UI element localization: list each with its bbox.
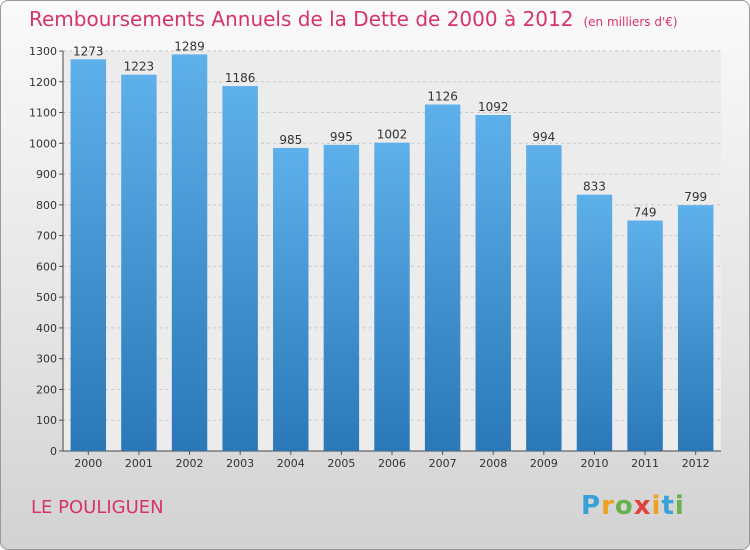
y-tick-label: 100 [36,414,57,427]
bar [222,86,258,452]
logo-letter: i [674,491,685,521]
data-label: 995 [330,130,353,144]
chart-title: Remboursements Annuels de la Dette de 20… [29,7,678,31]
logo-letter: t [661,491,675,521]
bar [576,194,613,451]
bar [526,145,562,451]
bar [374,142,410,451]
data-label: 1186 [225,71,256,85]
x-tick-label: 2002 [176,457,204,470]
data-label: 1289 [174,39,205,53]
y-tick-label: 1000 [29,137,57,150]
x-tick-label: 2008 [479,457,507,470]
bar [475,115,511,451]
location-label: LE POULIGUEN [31,497,164,518]
y-tick-label: 1300 [29,45,57,58]
bar [424,104,461,452]
y-tick-label: 700 [36,230,57,243]
data-label: 749 [634,206,657,220]
bar [627,220,663,451]
x-tick-label: 2006 [378,457,406,470]
data-label: 1273 [73,44,104,58]
x-tick-label: 2010 [580,457,608,470]
bar [171,54,208,452]
unit-label: (en milliers d'€) [583,15,678,29]
data-label: 833 [583,180,606,194]
bar [323,144,360,451]
y-tick-label: 1200 [29,76,57,89]
logo-letter: o [614,491,634,521]
x-tick-label: 2005 [327,457,355,470]
logo-letter: r [601,491,615,521]
data-label: 994 [532,130,555,144]
y-tick-label: 200 [36,383,57,396]
y-tick-label: 0 [50,445,57,458]
y-tick-label: 1100 [29,107,57,120]
title-text: Remboursements Annuels de la Dette de 20… [29,7,574,31]
data-label: 1092 [478,100,509,114]
y-tick-label: 400 [36,322,57,335]
bar [70,59,107,452]
bar [273,147,309,451]
y-tick-label: 300 [36,353,57,366]
y-tick-label: 900 [36,168,57,181]
data-label: 799 [684,190,707,204]
data-label: 1126 [427,90,458,104]
x-tick-label: 2003 [226,457,254,470]
x-tick-label: 2012 [682,457,710,470]
logo-letter: P [581,491,602,521]
x-tick-label: 2000 [74,457,102,470]
x-tick-label: 2001 [125,457,153,470]
y-tick-label: 500 [36,291,57,304]
x-tick-label: 2011 [631,457,659,470]
x-tick-label: 2004 [277,457,305,470]
x-tick-label: 2009 [530,457,558,470]
bar [677,205,714,451]
logo-letter: i [651,491,662,521]
y-tick-label: 600 [36,260,57,273]
y-tick-label: 800 [36,199,57,212]
bar [121,74,157,451]
proxiti-logo: Proxiti [581,491,685,521]
data-label: 1002 [377,128,408,142]
data-label: 985 [279,133,302,147]
data-label: 1223 [124,60,155,74]
logo-letter: x [633,491,652,521]
x-tick-label: 2007 [429,457,457,470]
